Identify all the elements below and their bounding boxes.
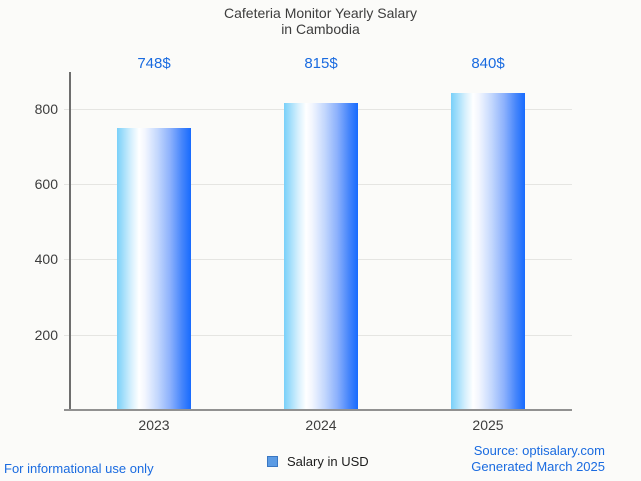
bar-2024 <box>284 103 358 410</box>
y-axis-line <box>69 72 71 410</box>
y-axis-tick-label: 200 <box>34 327 58 343</box>
y-axis-tick-label: 400 <box>34 251 58 267</box>
generated-text: Generated March 2025 <box>471 459 605 474</box>
bar-2025 <box>451 93 525 410</box>
bar-value-label: 840$ <box>471 55 505 72</box>
chart-title: Cafeteria Monitor Yearly Salary <box>224 5 417 21</box>
chart-subtitle: in Cambodia <box>281 21 360 37</box>
legend-label: Salary in USD <box>287 453 369 469</box>
bar-value-label: 748$ <box>137 55 171 72</box>
legend: Salary in USD <box>267 452 369 470</box>
plot-area <box>64 72 572 411</box>
disclaimer-text: For informational use only <box>4 461 154 476</box>
footer-source-block: Source: optisalary.com Generated March 2… <box>471 443 605 475</box>
x-axis-line <box>64 409 572 411</box>
y-axis-tick-label: 600 <box>34 176 58 192</box>
title-block: Cafeteria Monitor Yearly Salary in Cambo… <box>0 5 641 37</box>
source-link[interactable]: Source: optisalary.com <box>473 443 605 458</box>
x-axis-label: 2023 <box>138 417 170 433</box>
legend-marker-icon <box>267 455 278 467</box>
bar-value-label: 815$ <box>304 55 338 72</box>
y-axis-tick-label: 800 <box>34 101 58 117</box>
bar-2023 <box>117 128 191 410</box>
x-axis-label: 2025 <box>472 417 504 433</box>
x-axis-label: 2024 <box>305 417 337 433</box>
